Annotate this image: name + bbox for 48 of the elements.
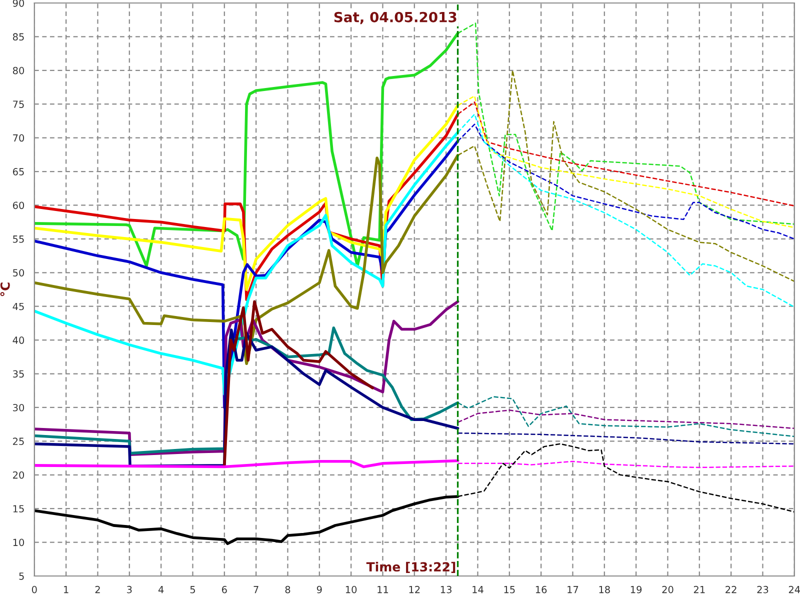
y-tick-label: 20 (13, 471, 24, 479)
line-series (457, 432, 794, 444)
x-tick-label: 1 (64, 586, 68, 594)
y-tick-label: 10 (13, 538, 24, 546)
y-tick-label: 15 (13, 505, 24, 512)
x-tick-label: 0 (32, 586, 37, 594)
line-series (457, 410, 794, 429)
y-tick-label: 55 (13, 236, 24, 243)
x-tick-label: 16 (536, 586, 547, 594)
x-tick-label: 12 (409, 586, 420, 594)
y-tick-label: 30 (13, 404, 24, 412)
x-tick-label: 22 (726, 586, 736, 594)
y-tick-label: 75 (13, 100, 24, 108)
x-tick-label: 13 (440, 586, 452, 594)
x-tick-label: 19 (630, 586, 642, 594)
x-tick-label: 3 (127, 586, 132, 594)
x-tick-label: 2 (95, 586, 100, 594)
x-tick-label: 18 (599, 586, 610, 594)
x-tick-label: 10 (346, 586, 357, 594)
x-tick-label: 5 (190, 586, 195, 594)
x-tick-label: 8 (285, 586, 290, 594)
x-tick-label: 7 (254, 586, 258, 594)
x-tick-label: 14 (472, 586, 484, 594)
y-tick-label: 60 (12, 202, 24, 210)
y-tick-label: 70 (13, 134, 24, 142)
x-tick-label: 11 (378, 586, 388, 594)
x-tick-label: 4 (158, 586, 164, 594)
y-tick-label: 50 (13, 269, 24, 276)
y-tick-label: 5 (19, 572, 24, 580)
x-tick-label: 23 (757, 586, 768, 594)
text: Sat, 04.05.2013 (334, 12, 456, 24)
y-tick-label: 85 (12, 33, 24, 41)
y-tick-label: 45 (12, 302, 24, 310)
x-tick-label: 20 (662, 586, 674, 594)
x-tick-label: 15 (504, 586, 515, 594)
y-axis-title: °C (0, 282, 10, 296)
ref-line-label: Time [13:22] (366, 562, 456, 574)
x-tick-label: 9 (316, 586, 322, 594)
x-tick-label: 21 (694, 586, 705, 594)
y-tick-label: 80 (12, 66, 24, 74)
x-tick-label: 24 (788, 586, 800, 594)
line-series (223, 300, 374, 467)
y-tick-label: 25 (13, 438, 24, 446)
y-tick-label: 40 (12, 336, 24, 344)
y-tick-label: 35 (13, 370, 24, 378)
y-tick-label: 65 (12, 168, 24, 176)
x-tick-label: 6 (222, 586, 227, 594)
x-tick-label: 17 (568, 586, 578, 594)
